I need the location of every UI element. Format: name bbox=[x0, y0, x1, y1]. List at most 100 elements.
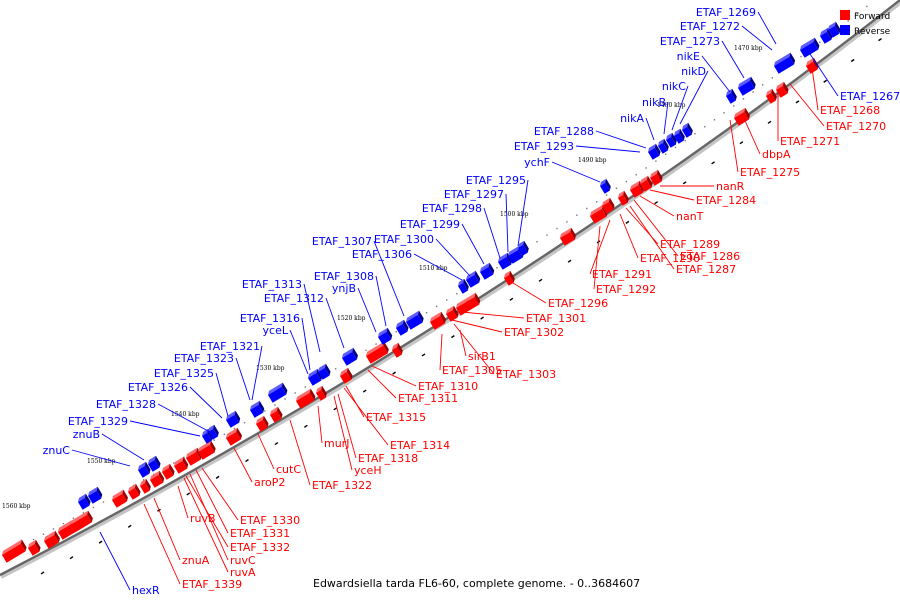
scale-dot bbox=[752, 91, 754, 93]
gene-label: nanT bbox=[676, 210, 704, 223]
gene-label: znuA bbox=[182, 554, 210, 567]
tick-label: 1530 kbp bbox=[256, 365, 285, 372]
lower-feature-dash bbox=[509, 297, 514, 301]
leader-line bbox=[371, 365, 417, 387]
forward-gene bbox=[560, 227, 576, 246]
lower-feature-dash bbox=[215, 475, 220, 479]
gene-label: ruvB bbox=[190, 512, 216, 525]
leader-line bbox=[289, 419, 311, 486]
scale-dot bbox=[655, 160, 657, 162]
leader-line bbox=[153, 497, 181, 561]
gene-label: ETAF_1299 bbox=[400, 218, 460, 231]
gene-label: ETAF_1288 bbox=[534, 125, 594, 138]
leader-line bbox=[257, 433, 275, 470]
scale-dot bbox=[62, 522, 65, 525]
gene-label: cutC bbox=[276, 463, 301, 476]
gene-label: ETAF_1272 bbox=[680, 20, 740, 33]
leader-line bbox=[551, 161, 601, 183]
reverse-gene bbox=[308, 368, 323, 386]
leader-line bbox=[671, 85, 689, 131]
kbp-tick-marks: 1470 kbp 1480 kbp 1490 kbp 1500 kbp 1510 kbp… bbox=[2, 45, 763, 510]
gene-label: dbpA bbox=[762, 148, 791, 161]
gene-label: ETAF_1298 bbox=[422, 202, 482, 215]
scale-dot bbox=[586, 207, 588, 210]
reverse-gene bbox=[658, 138, 669, 154]
leader-line bbox=[595, 130, 647, 149]
forward-gene bbox=[602, 197, 615, 214]
scale-dot bbox=[72, 517, 75, 519]
scale-dot bbox=[52, 528, 55, 530]
tick-label: 1500 kbp bbox=[500, 211, 529, 218]
gene-label: ETAF_1328 bbox=[96, 398, 156, 411]
forward-gene bbox=[734, 107, 750, 126]
scale-dot bbox=[243, 421, 246, 424]
lower-feature-dash bbox=[823, 79, 828, 83]
scale-dot bbox=[102, 501, 105, 503]
lower-feature-dash bbox=[538, 278, 543, 282]
gene-label: ychF bbox=[524, 156, 550, 169]
scale-dot bbox=[496, 267, 498, 269]
forward-gene bbox=[256, 415, 269, 432]
gene-label: aroP2 bbox=[254, 476, 285, 489]
scale-dot bbox=[556, 227, 558, 230]
leader-line bbox=[317, 405, 323, 444]
leader-line bbox=[343, 387, 389, 446]
gene-label: ETAF_1300 bbox=[374, 233, 434, 246]
forward-gene bbox=[127, 483, 141, 500]
genome-caption: Edwardsiella tarda FL6-60, complete geno… bbox=[313, 577, 640, 590]
reverse-gene bbox=[498, 252, 513, 270]
scale-dot bbox=[274, 404, 276, 406]
gene-label: ETAF_1332 bbox=[230, 541, 290, 554]
scale-dot bbox=[566, 221, 568, 223]
gene-label: ynjB bbox=[332, 282, 356, 295]
gene-label: ETAF_1286 bbox=[680, 250, 740, 263]
leader-line bbox=[413, 253, 463, 281]
lower-feature-dash bbox=[186, 492, 191, 496]
legend-forward-label: Forward bbox=[854, 12, 890, 22]
scale-dot bbox=[635, 174, 637, 176]
leader-line bbox=[357, 287, 377, 333]
gene-label: ETAF_1306 bbox=[352, 248, 412, 261]
lower-feature-dash bbox=[362, 389, 367, 393]
forward-gene bbox=[630, 180, 645, 198]
scale-dot bbox=[456, 292, 458, 295]
scale-dot bbox=[819, 41, 821, 43]
leader-line bbox=[811, 67, 819, 111]
gene-label: ETAF_1269 bbox=[696, 6, 756, 19]
gene-label: ETAF_1310 bbox=[418, 380, 478, 393]
scale-dot bbox=[856, 12, 859, 15]
gene-label: nikB bbox=[642, 96, 666, 109]
gene-label: ETAF_1303 bbox=[496, 368, 556, 381]
lower-feature-dash bbox=[69, 556, 74, 560]
forward-gene bbox=[766, 88, 777, 104]
scale-dot bbox=[395, 330, 397, 333]
gene-label: ETAF_1268 bbox=[820, 104, 880, 117]
leader-line bbox=[619, 213, 639, 259]
scale-dot bbox=[595, 201, 598, 203]
tick-label: 1470 kbp bbox=[734, 45, 763, 52]
forward-gene bbox=[28, 539, 41, 556]
tick-label: 1490 kbp bbox=[578, 157, 607, 164]
forward-gene bbox=[340, 367, 353, 384]
leader-line bbox=[233, 447, 253, 483]
reverse-gene bbox=[682, 122, 693, 138]
lower-feature-dash bbox=[654, 201, 658, 205]
tick-label: 1560 kbp bbox=[2, 503, 31, 510]
reverse-gene bbox=[396, 319, 409, 336]
gene-label: ETAF_1305 bbox=[442, 364, 502, 377]
scale-dot bbox=[264, 410, 266, 412]
gene-label: ETAF_1331 bbox=[230, 527, 290, 540]
scale-dot bbox=[82, 512, 85, 514]
leader-line bbox=[99, 531, 131, 591]
gene-label: ETAF_1330 bbox=[240, 514, 300, 527]
reverse-gene bbox=[648, 143, 661, 160]
gene-label: nikC bbox=[662, 80, 686, 93]
scale-dot bbox=[32, 538, 35, 541]
lower-feature-dash bbox=[450, 335, 455, 339]
scale-dot bbox=[674, 146, 677, 149]
lower-feature-dash bbox=[40, 571, 45, 575]
leader-line bbox=[505, 193, 509, 253]
gene-label: ETAF_1302 bbox=[504, 326, 564, 339]
leader-line bbox=[593, 225, 601, 290]
